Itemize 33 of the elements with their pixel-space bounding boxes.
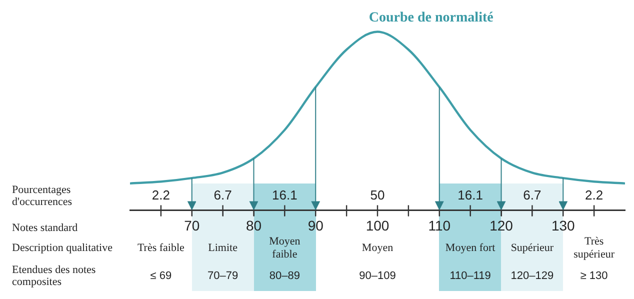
- x-tick-label: 90: [308, 217, 324, 234]
- annotation: 2.2: [585, 188, 604, 203]
- text: 70–79: [208, 270, 238, 282]
- text: Moyen: [362, 242, 394, 254]
- text: 120–129: [510, 270, 554, 282]
- annotation: 16.1: [272, 188, 298, 203]
- chart-title: Courbe de normalité: [368, 10, 494, 26]
- text: 80–89: [269, 270, 300, 282]
- text: Description qualitative: [12, 242, 113, 254]
- x-tick-label: 120: [490, 217, 514, 234]
- text: ≤ 69: [150, 270, 172, 282]
- text: Notes standard: [12, 222, 78, 234]
- text: ≥ 130: [580, 270, 608, 282]
- text: 90–109: [359, 270, 396, 282]
- x-tick-label: 110: [428, 217, 451, 234]
- text: Etendues des notes composites: [12, 264, 96, 288]
- text: Moyen fort: [445, 242, 496, 254]
- text: 110–119: [450, 270, 491, 282]
- x-tick-label: 70: [184, 217, 200, 234]
- x-tick-label: 80: [246, 217, 262, 234]
- text: Moyen faible: [269, 235, 301, 260]
- text: Très supérieur: [574, 235, 615, 260]
- text: Très faible: [137, 242, 185, 254]
- annotation: 2.2: [152, 188, 170, 203]
- annotation: 6.7: [523, 188, 542, 203]
- x-tick-label: 130: [551, 217, 576, 234]
- x-tick-label: 100: [366, 217, 390, 234]
- annotation: 6.7: [214, 188, 232, 203]
- annotation: 16.1: [458, 188, 483, 203]
- text: Supérieur: [510, 242, 554, 254]
- text: Pourcentages d'occurrences: [12, 184, 72, 208]
- annotation: 50: [370, 188, 385, 203]
- text: Limite: [208, 242, 238, 254]
